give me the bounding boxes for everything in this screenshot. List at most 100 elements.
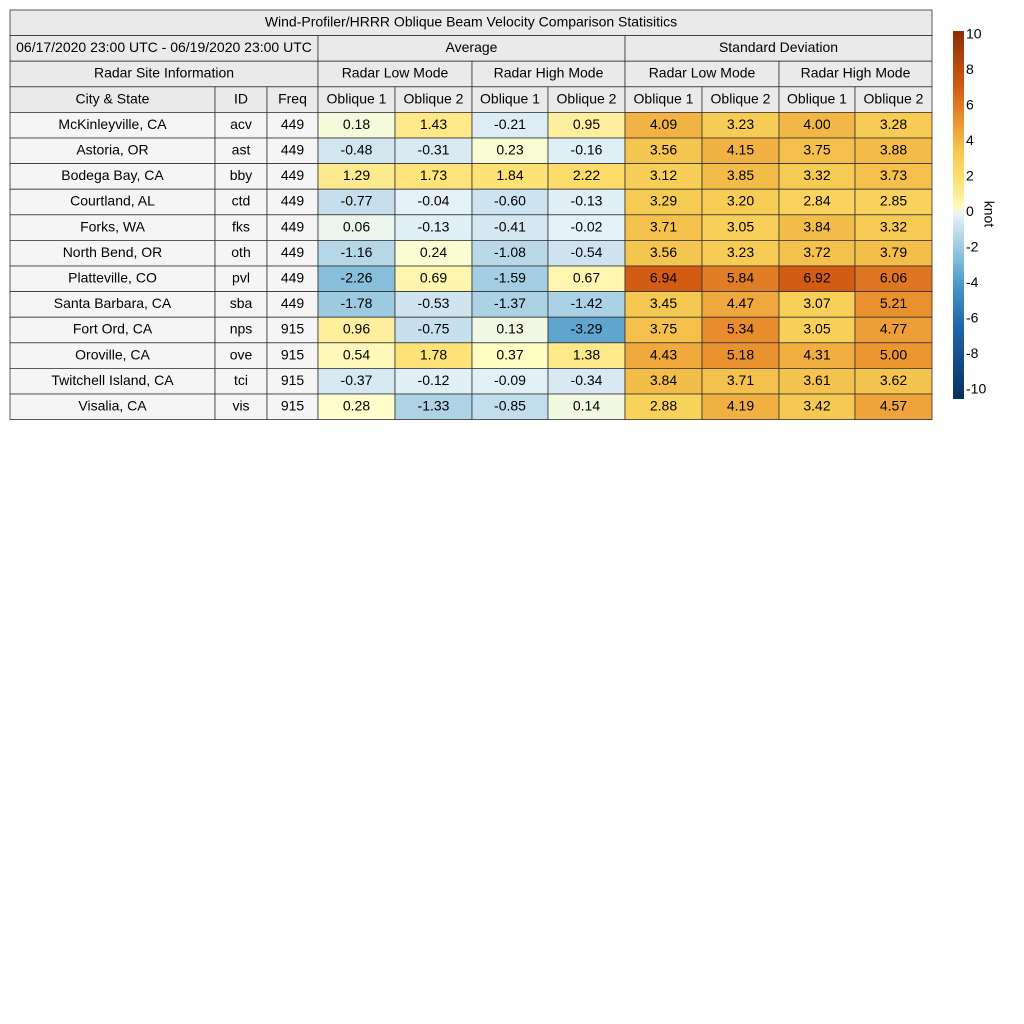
- value-label: -0.48: [341, 142, 373, 158]
- value-label: 3.61: [803, 372, 830, 388]
- colorbar-tick-label: 0: [966, 203, 974, 219]
- site-info-cell: [266, 137, 319, 165]
- value-label: -0.37: [341, 372, 373, 388]
- colorbar-tick-label: -10: [966, 381, 986, 397]
- value-label: -1.08: [494, 244, 526, 260]
- value-label: 0.23: [496, 142, 523, 158]
- value-cell: [471, 239, 549, 267]
- value-label: 6.92: [803, 270, 830, 286]
- site-info-cell: [9, 214, 216, 241]
- value-cell: [547, 265, 626, 293]
- value-label: -1.33: [418, 398, 450, 414]
- colorbar-label: knot: [981, 201, 997, 228]
- value-label: 3.20: [727, 193, 754, 209]
- value-label: 6.94: [650, 270, 677, 286]
- value-cell: [394, 188, 473, 216]
- mode-header: Radar High Mode: [494, 65, 604, 81]
- value-label: 3.42: [803, 398, 830, 414]
- colorbar-tick-label: 6: [966, 97, 974, 113]
- value-label: 5.00: [880, 346, 907, 362]
- value-label: 6.06: [880, 270, 907, 286]
- value-label: -0.41: [494, 218, 526, 234]
- value-label: 0.06: [343, 218, 370, 234]
- value-label: 0.69: [420, 270, 447, 286]
- group-average-cell: [317, 35, 626, 62]
- value-label: -0.60: [494, 193, 526, 209]
- site-freq: 915: [281, 346, 305, 362]
- value-cell: [471, 188, 549, 216]
- site-id: ast: [232, 142, 251, 158]
- site-id: tci: [234, 372, 248, 388]
- value-cell: [547, 214, 626, 241]
- value-label: -0.34: [571, 372, 603, 388]
- value-label: 3.23: [727, 244, 754, 260]
- site-city: Santa Barbara, CA: [54, 295, 172, 311]
- value-label: 5.84: [727, 270, 754, 286]
- site-info-cell: [214, 239, 268, 267]
- value-label: 4.19: [727, 398, 754, 414]
- value-label: 4.47: [727, 295, 754, 311]
- column-header-cell: [394, 86, 473, 113]
- site-city: Visalia, CA: [78, 398, 147, 414]
- column-header: Oblique 2: [864, 90, 924, 106]
- site-info-header-cell: [9, 60, 319, 88]
- column-header: ID: [234, 90, 248, 106]
- column-header-cell: [624, 86, 703, 113]
- site-info-cell: [214, 163, 268, 190]
- site-city: Astoria, OR: [76, 142, 148, 158]
- mode-header-cell: [471, 60, 626, 88]
- site-info-cell: [9, 239, 216, 267]
- value-label: 0.13: [496, 321, 523, 337]
- value-label: -0.02: [571, 218, 603, 234]
- site-freq: 449: [281, 295, 305, 311]
- column-header: Oblique 1: [327, 90, 387, 106]
- site-info-cell: [9, 393, 216, 421]
- value-cell: [547, 239, 626, 267]
- colorbar-gradient: [953, 31, 964, 399]
- value-label: 3.71: [727, 372, 754, 388]
- site-city: Bodega Bay, CA: [61, 167, 164, 183]
- title-cell: [9, 9, 933, 37]
- value-label: 3.45: [650, 295, 677, 311]
- value-label: 4.09: [650, 116, 677, 132]
- value-label: -0.21: [494, 116, 526, 132]
- site-freq: 449: [281, 270, 305, 286]
- colorbar-tick-label: -6: [966, 310, 979, 326]
- value-cell: [471, 393, 549, 421]
- value-label: 3.56: [650, 244, 677, 260]
- value-cell: [624, 214, 703, 241]
- value-label: 4.57: [880, 398, 907, 414]
- value-label: 5.18: [727, 346, 754, 362]
- value-cell: [778, 188, 856, 216]
- value-label: 3.75: [650, 321, 677, 337]
- site-info-cell: [214, 291, 268, 318]
- value-label: -1.16: [341, 244, 373, 260]
- value-cell: [471, 316, 549, 344]
- site-info-header: Radar Site Information: [94, 65, 234, 81]
- site-id: oth: [231, 244, 250, 260]
- value-cell: [547, 137, 626, 165]
- colorbar-tick-label: -8: [966, 345, 979, 361]
- column-header: Oblique 2: [404, 90, 464, 106]
- site-city: Fort Ord, CA: [73, 321, 153, 337]
- value-label: 1.73: [420, 167, 447, 183]
- value-cell: [624, 137, 703, 165]
- site-id: ove: [230, 346, 253, 362]
- site-freq: 449: [281, 244, 305, 260]
- value-label: -0.12: [418, 372, 450, 388]
- site-info-cell: [214, 214, 268, 241]
- site-freq: 449: [281, 167, 305, 183]
- value-cell: [778, 367, 856, 395]
- value-cell: [547, 367, 626, 395]
- column-header: Oblique 1: [634, 90, 694, 106]
- site-id: pvl: [232, 270, 250, 286]
- value-label: 5.34: [727, 321, 754, 337]
- value-label: 4.31: [803, 346, 830, 362]
- value-label: -0.31: [418, 142, 450, 158]
- value-cell: [471, 265, 549, 293]
- site-id: acv: [230, 116, 252, 132]
- value-cell: [317, 316, 396, 344]
- value-cell: [471, 112, 549, 139]
- value-label: 3.88: [880, 142, 907, 158]
- value-label: 1.29: [343, 167, 370, 183]
